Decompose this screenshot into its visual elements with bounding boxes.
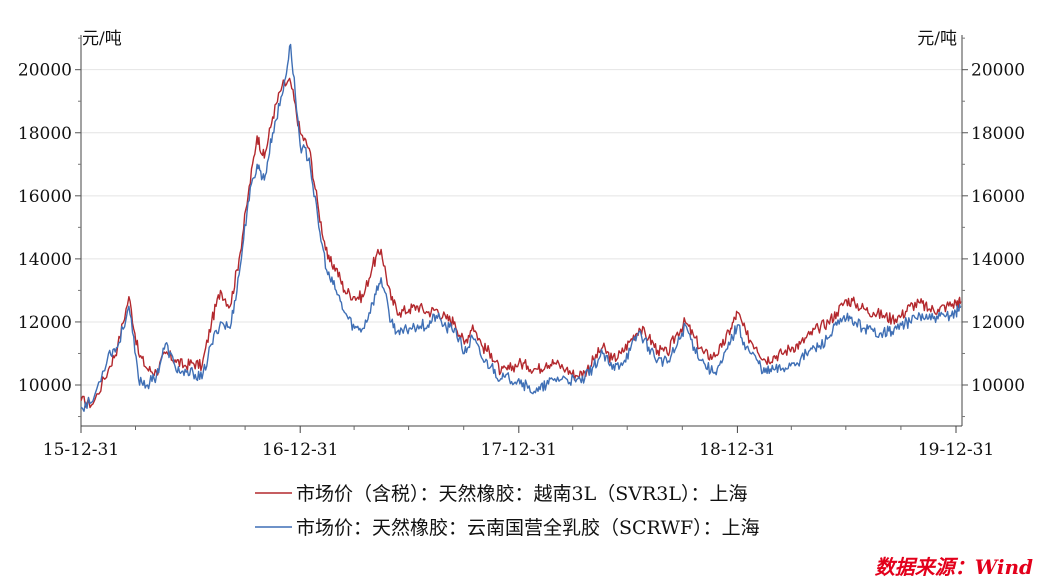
y-tick-label-left-3: 16000 [18, 187, 72, 207]
legend-label-scrwf: 市场价：天然橡胶：云南国营全乳胶（SCRWF）：上海 [296, 517, 760, 539]
axes [80, 35, 963, 427]
x-tick-label-0: 15-12-31 [43, 440, 119, 460]
y-tick-label-right-0: 10000 [971, 376, 1025, 396]
x-tick-label-4: 19-12-31 [918, 440, 994, 460]
y-tick-label-left-4: 18000 [18, 124, 72, 144]
legend: 市场价（含税）：天然橡胶：越南3L（SVR3L）：上海 市场价：天然橡胶：云南国… [255, 483, 760, 539]
grid-lines [81, 69, 962, 386]
data-source-note: 数据来源：Wind [874, 555, 1033, 579]
y-tick-label-right-3: 16000 [971, 187, 1025, 207]
y-tick-label-right-1: 12000 [971, 313, 1025, 333]
series-line-1 [80, 43, 962, 412]
x-tick-label-2: 17-12-31 [481, 440, 557, 460]
y-unit-left: 元/吨 [82, 29, 122, 49]
y-tick-label-left-2: 14000 [18, 250, 72, 270]
y-ticks-left: 10000 12000 14000 16000 18000 20000 [18, 37, 81, 418]
series-line-0 [80, 77, 962, 409]
x-tick-label-3: 18-12-31 [699, 440, 775, 460]
y-ticks-right: 10000 12000 14000 16000 18000 20000 [962, 37, 1025, 418]
legend-label-svr3l: 市场价（含税）：天然橡胶：越南3L（SVR3L）：上海 [296, 483, 747, 505]
y-tick-label-left-1: 12000 [18, 313, 72, 333]
y-tick-label-left-0: 10000 [18, 376, 72, 396]
y-tick-label-right-2: 14000 [971, 250, 1025, 270]
y-tick-label-right-4: 18000 [971, 124, 1025, 144]
y-tick-label-left-5: 20000 [18, 61, 72, 81]
x-ticks: 15-12-31 16-12-31 17-12-31 18-12-31 19-12-31 [43, 426, 994, 460]
y-unit-right: 元/吨 [917, 29, 957, 49]
series-lines [80, 43, 962, 412]
x-tick-label-1: 16-12-31 [262, 440, 338, 460]
y-tick-label-right-5: 20000 [971, 61, 1025, 81]
